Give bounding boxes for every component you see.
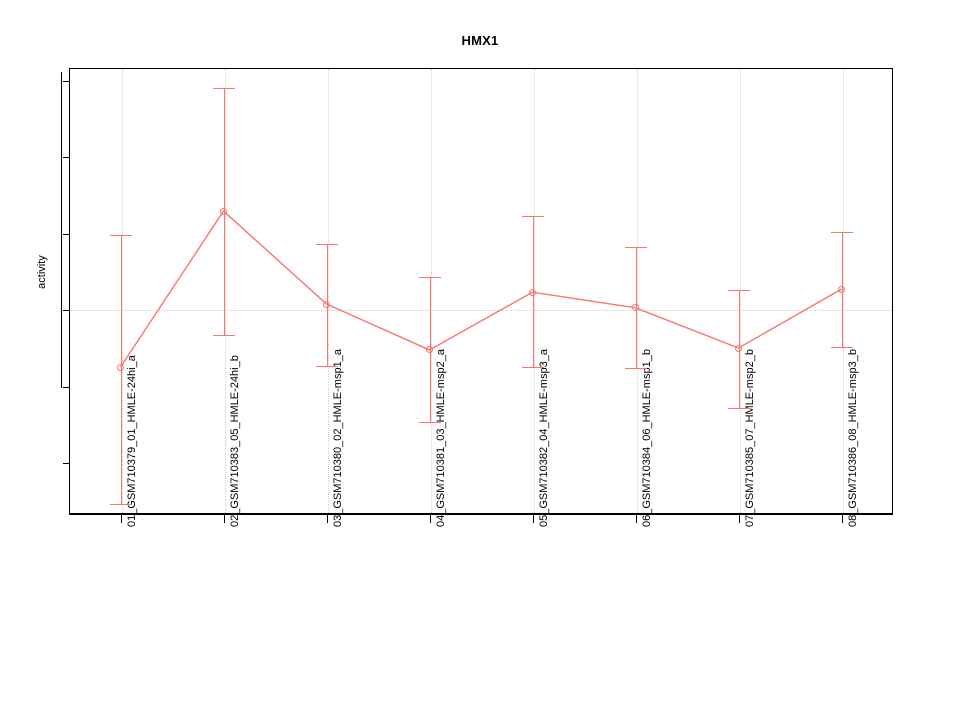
data-point-marker[interactable] bbox=[117, 363, 124, 371]
y-axis-tick bbox=[63, 157, 70, 158]
error-bar-cap-lower bbox=[315, 365, 338, 367]
y-axis-tick bbox=[63, 233, 70, 235]
y-axis-tick bbox=[63, 463, 70, 464]
data-point-marker[interactable] bbox=[735, 344, 742, 352]
error-bar-cap-upper bbox=[212, 87, 235, 89]
x-axis-tick bbox=[635, 515, 637, 523]
error-bar-cap-upper bbox=[830, 232, 853, 234]
y-axis-tick bbox=[63, 80, 70, 82]
vertical-gridline bbox=[636, 69, 638, 513]
x-axis-tick bbox=[223, 515, 225, 523]
error-bar-cap-lower bbox=[109, 504, 132, 506]
vertical-gridline bbox=[327, 69, 329, 513]
data-point-marker[interactable] bbox=[529, 288, 536, 296]
data-point-marker[interactable] bbox=[426, 346, 433, 354]
error-bar-cap-lower bbox=[521, 367, 544, 369]
y-axis-line bbox=[61, 72, 62, 388]
error-bar-cap-upper bbox=[109, 235, 132, 237]
error-bar-cap-upper bbox=[624, 247, 647, 249]
error-bar-cap-upper bbox=[521, 216, 544, 218]
x-axis-line bbox=[69, 514, 893, 515]
y-axis-tick bbox=[63, 310, 70, 311]
data-point-marker[interactable] bbox=[632, 304, 639, 312]
vertical-gridline bbox=[121, 69, 123, 513]
x-axis-tick bbox=[120, 515, 122, 523]
error-bar-cap-lower bbox=[418, 421, 441, 423]
x-axis-tick bbox=[326, 515, 328, 523]
page-title: HMX1 bbox=[461, 33, 499, 48]
error-bar-cap-upper bbox=[418, 276, 441, 278]
data-point-marker[interactable] bbox=[220, 207, 227, 215]
error-bar-cap-lower bbox=[830, 346, 853, 348]
zero-gridline bbox=[70, 310, 892, 311]
error-bar-cap-lower bbox=[624, 367, 647, 369]
error-bar-cap-lower bbox=[212, 335, 235, 336]
x-axis-tick bbox=[841, 515, 843, 523]
x-axis-tick bbox=[738, 515, 740, 523]
error-bar-cap-upper bbox=[315, 243, 338, 245]
vertical-gridline bbox=[739, 69, 741, 513]
error-bar-cap-upper bbox=[727, 289, 750, 291]
data-point-marker[interactable] bbox=[323, 300, 330, 308]
x-axis-tick bbox=[429, 515, 431, 523]
y-axis-tick bbox=[63, 386, 70, 388]
error-bar-cap-lower bbox=[727, 408, 750, 410]
x-axis-tick bbox=[532, 515, 534, 523]
data-point-marker[interactable] bbox=[838, 285, 845, 293]
vertical-gridline bbox=[224, 69, 226, 513]
vertical-gridline bbox=[430, 69, 432, 513]
